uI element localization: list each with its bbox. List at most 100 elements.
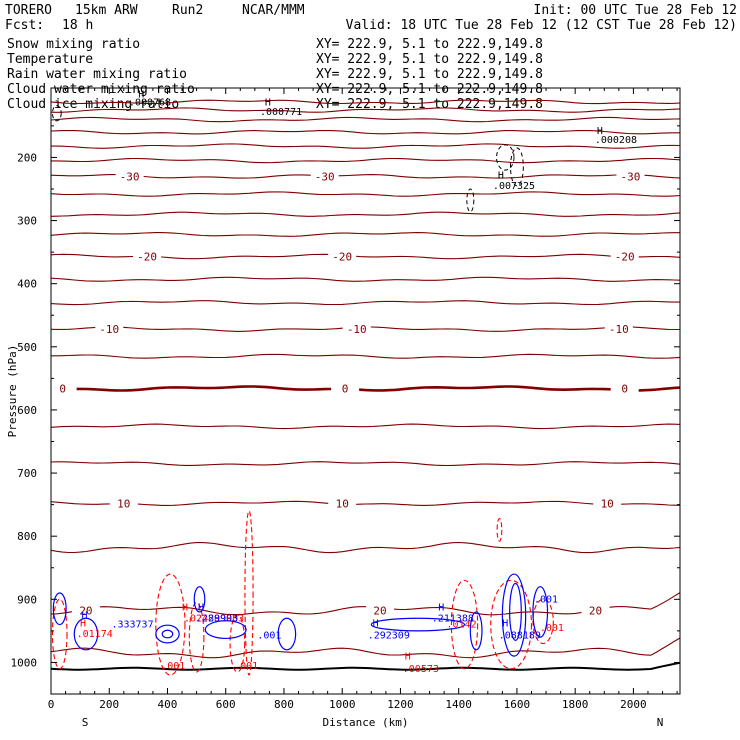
x-tick-label: 800 [274,698,294,711]
cloud-water-contour [532,586,549,638]
rain-contour [229,614,246,673]
rain-value-label: .024289903 [184,613,244,624]
cloud-water-value-label: .088189 [499,630,541,641]
cloud-ice-contours [51,105,524,213]
high-marker: H [502,618,508,629]
rain-contour [51,598,68,670]
temperature-contour-label: 0 [59,382,66,395]
high-marker: H [81,610,87,621]
y-tick-label: 400 [17,278,37,291]
cloud-water-contour [509,582,522,641]
temperature-contours [50,99,681,671]
high-marker: H [182,603,188,614]
cloud-water-contour [193,586,206,613]
x-tick-label: 2000 [620,698,647,711]
temperature-contour-label: -20 [332,251,352,264]
high-marker: H [80,618,86,629]
cloud-water-value-label: .292309 [368,630,410,641]
temperature-label-bg [48,382,77,395]
temperature-contour [50,174,681,179]
high-marker: H [138,89,144,100]
temperature-label-bg [115,170,144,183]
y-tick-label: 900 [17,593,37,606]
terrain-line [50,661,681,671]
cloud-ice-contour [496,144,515,171]
x-tick-label: 0 [48,698,55,711]
cloud-water-contour [52,592,67,626]
cloud-water-contour [469,611,483,651]
temperature-contour-label: 20 [79,605,92,618]
temperature-contour [50,107,681,113]
x-tick-label: 1600 [504,698,531,711]
cloud-water-contour [370,617,466,632]
temperature-contour-label: 20 [589,605,602,618]
rain-value-label: .001 [234,661,258,672]
cloud-ice-contour [466,188,475,213]
temperature-contour [50,592,681,616]
temperature-contour [50,385,681,392]
cloud-water-value-label: .001 [257,630,281,641]
rain-contour [450,579,479,670]
x-tick-label: 600 [216,698,236,711]
cloud-ice-contour [510,147,524,187]
y-tick-label: 200 [17,151,37,164]
fcst-value: 18 h [62,18,93,33]
y-tick-label: 1000 [11,656,38,669]
temperature-contour [50,276,681,282]
rain-value-label: .00573 [403,664,439,675]
cloud-water-value-label: .333737 [111,620,153,631]
cloud-water-contour [73,617,99,651]
cloud-ice-value-label: .000771 [260,107,302,118]
temperature-label-bg [581,604,610,617]
temperature-contour [50,99,681,105]
temperature-label-bg [310,170,339,183]
y-tick-label: 500 [17,341,37,354]
temperature-contour-label: 10 [117,497,130,510]
high-marker: H [373,618,379,629]
fcst-label: Fcst: [5,18,44,33]
south-end-label: S [82,716,89,729]
rain-value-label: .001 [161,661,185,672]
y-tick-label: 300 [17,215,37,228]
rain-contour [496,517,503,542]
cloud-ice-value-label: .000208 [595,135,637,146]
temperature-label-bg [109,497,138,510]
temperature-contour [50,541,681,554]
model-name: TORERO [5,3,52,18]
temperature-contour [50,637,681,659]
high-marker: H [438,603,444,614]
rain-contour [188,601,205,673]
y-tick-label: 700 [17,467,37,480]
temperature-label-bg [328,497,357,510]
temperature-contour [50,116,681,123]
temperature-label-bg [366,604,395,617]
center-name: NCAR/MMM [242,3,305,18]
temperature-contour-label: -30 [315,170,335,183]
temperature-label-bg [616,170,645,183]
field-legend: Snow mixing ratio XY= 222.9, 5.1 to 222.… [7,37,543,112]
temperature-contour-label: -20 [615,251,635,264]
temperature-label-bg [610,250,639,263]
field-name-cloud-water: Cloud water mixing ratio [7,82,195,97]
field-xy-rain: XY= 222.9, 5.1 to 222.9,149.8 [316,67,543,82]
temperature-contour-label: 10 [601,497,614,510]
temperature-contour [51,353,681,359]
field-name-snow: Snow mixing ratio [7,37,140,52]
temperature-contour-label: -10 [347,323,367,336]
rain-contours [51,510,554,676]
contour-labels: -30 -30 -30 -20 -20 -20 -10 -10 -10 0 0 0 10 10 10 20 20… [48,89,645,675]
temperature-contour-label: 20 [373,605,386,618]
temperature-label-bg [71,604,100,617]
temperature-contour [50,461,681,467]
temperature-label-bg [342,323,371,336]
rain-value-label: .01174 [77,629,113,640]
temperature-contour [51,143,681,149]
plot-frame [50,87,681,695]
field-name-temperature: Temperature [7,52,93,67]
cloud-water-value-label: .289903 [196,613,238,624]
temperature-contour-label: 0 [621,382,628,395]
cloud-water-contour [155,624,180,644]
temperature-contour-label: 0 [342,382,349,395]
axes: 0 200 400 600 800 1000 1200 1400 1600 1800 2000200… [6,87,681,729]
